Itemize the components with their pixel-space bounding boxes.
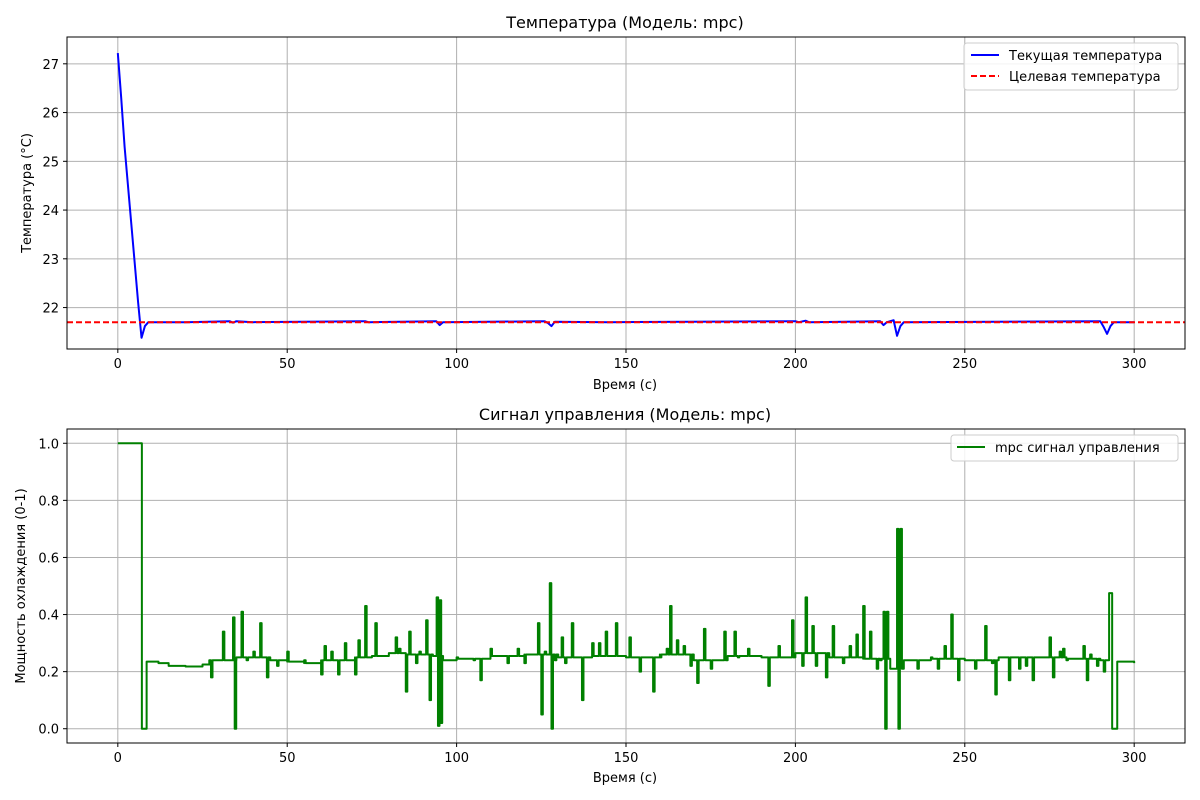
control-signal-line (117, 442, 1136, 730)
temperature-series (67, 53, 1185, 339)
x-tick-label: 0 (114, 751, 122, 766)
control-axes-frame (66, 428, 1186, 744)
temperature-ticks: 0 50 100 150 200 250 300 22 23 24 25 26 27 (42, 58, 1146, 372)
control-y-axis-label: Мощность охлаждения (0-1) (14, 488, 29, 683)
x-tick-label: 250 (952, 357, 977, 372)
y-tick-label: 26 (42, 107, 59, 122)
temperature-y-axis-label: Температура (°C) (20, 133, 35, 254)
x-tick-label: 0 (114, 357, 122, 372)
y-tick-label: 22 (42, 302, 59, 317)
x-tick-label: 150 (614, 751, 639, 766)
y-tick-label: 23 (42, 253, 59, 268)
x-tick-label: 200 (783, 751, 808, 766)
control-legend-box (950, 434, 1179, 462)
y-tick-label: 0.0 (38, 723, 59, 738)
temperature-axes-frame (66, 36, 1186, 350)
x-tick-label: 250 (952, 751, 977, 766)
control-series (117, 442, 1136, 730)
legend-target-temperature-label: Целевая температура (1009, 70, 1161, 85)
control-legend: mpc сигнал управления (950, 434, 1179, 462)
temperature-legend-box (963, 42, 1179, 91)
y-tick-label: 0.6 (38, 551, 59, 566)
x-tick-label: 300 (1122, 357, 1147, 372)
temperature-gridlines (67, 37, 1185, 349)
temperature-chart: Температура (Модель: mpc) 0 50 100 150 200 25… (20, 13, 1186, 393)
y-tick-label: 0.2 (38, 666, 59, 681)
x-tick-label: 100 (444, 357, 469, 372)
temperature-x-axis-label: Время (с) (593, 378, 657, 393)
legend-control-signal-label: mpc сигнал управления (995, 441, 1160, 456)
y-tick-label: 1.0 (38, 437, 59, 452)
control-signal-chart-title: Сигнал управления (Модель: mpc) (479, 405, 771, 424)
x-tick-label: 300 (1122, 751, 1147, 766)
x-tick-label: 50 (279, 357, 296, 372)
control-x-axis-label: Время (с) (593, 771, 657, 786)
temperature-chart-title: Температура (Модель: mpc) (505, 13, 743, 32)
y-tick-label: 27 (42, 58, 59, 73)
y-tick-label: 0.4 (38, 609, 59, 624)
x-tick-label: 150 (614, 357, 639, 372)
y-tick-label: 0.8 (38, 494, 59, 509)
x-tick-label: 100 (444, 751, 469, 766)
temperature-legend: Текущая температура Целевая температура (963, 42, 1179, 91)
legend-current-temperature-label: Текущая температура (1008, 49, 1162, 64)
control-ticks: 0 50 100 150 200 250 300 0.0 0.2 0.4 0.6 0.8 1.0 (38, 437, 1146, 766)
x-tick-label: 50 (279, 751, 296, 766)
control-signal-chart: Сигнал управления (Модель: mpc) 0 50 100 15… (14, 405, 1186, 786)
x-tick-label: 200 (783, 357, 808, 372)
y-tick-label: 24 (42, 204, 59, 219)
y-tick-label: 25 (42, 155, 59, 170)
